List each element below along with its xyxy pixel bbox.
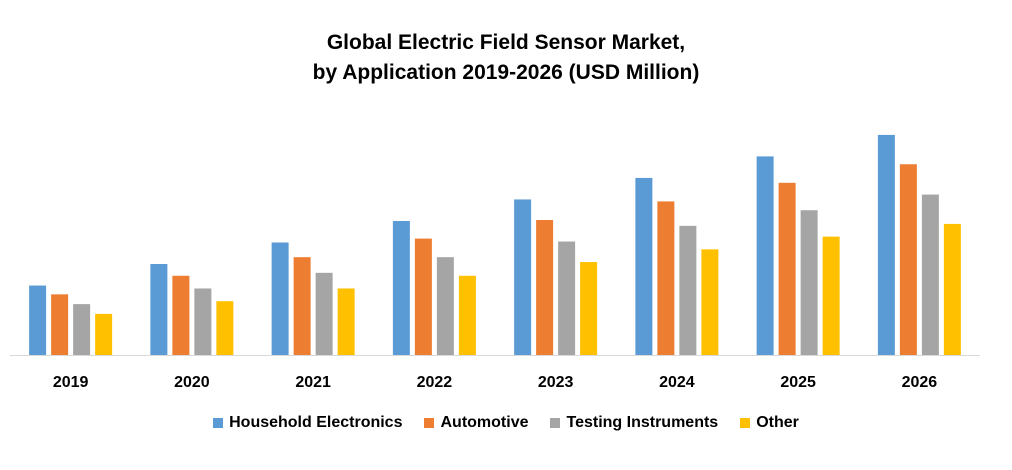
legend-label: Other [756, 414, 799, 431]
bar-automotive-2026 [899, 164, 917, 355]
bar-household-electronics-2023 [514, 199, 532, 355]
bar-other-2020 [216, 301, 234, 355]
bar-testing-instruments-2024 [679, 225, 697, 355]
legend-label: Automotive [440, 414, 529, 431]
bar-other-2024 [701, 249, 719, 355]
bar-household-electronics-2022 [392, 220, 410, 355]
bar-other-2022 [458, 275, 476, 355]
bar-automotive-2021 [293, 257, 311, 355]
bar-household-electronics-2021 [271, 242, 289, 355]
chart-title-line2: by Application 2019-2026 (USD Million) [312, 61, 700, 84]
legend-label: Testing Instruments [566, 414, 719, 431]
bar-testing-instruments-2020 [194, 288, 212, 355]
x-tick-label-2025: 2025 [780, 374, 816, 391]
legend-item-testing-instruments: Testing Instruments [550, 414, 718, 432]
bar-testing-instruments-2019 [73, 304, 91, 355]
chart-title: Global Electric Field Sensor Market, by … [0, 28, 1012, 88]
legend-swatch [424, 418, 435, 428]
x-tick-label-2019: 2019 [53, 374, 89, 391]
legend: Household Electronics Automotive Testing I… [0, 414, 1012, 432]
bar-testing-instruments-2021 [315, 272, 333, 355]
x-tick-label-2020: 2020 [174, 374, 210, 391]
bar-household-electronics-2020 [150, 264, 168, 355]
legend-item-automotive: Automotive [424, 414, 528, 432]
bar-household-electronics-2026 [877, 134, 895, 355]
legend-swatch [213, 418, 224, 428]
bar-testing-instruments-2025 [800, 210, 818, 355]
bar-automotive-2023 [536, 220, 554, 355]
bar-household-electronics-2019 [29, 285, 47, 355]
x-tick-label-2024: 2024 [659, 374, 695, 391]
bar-household-electronics-2024 [635, 177, 653, 355]
bar-automotive-2022 [414, 238, 432, 355]
bar-other-2021 [337, 288, 355, 355]
bar-household-electronics-2025 [756, 156, 774, 355]
legend-label: Household Electronics [229, 414, 403, 431]
bar-testing-instruments-2026 [921, 194, 939, 355]
legend-swatch [550, 418, 561, 428]
legend-item-other: Other [740, 414, 799, 432]
bar-testing-instruments-2022 [436, 257, 454, 355]
bar-other-2026 [943, 223, 961, 355]
legend-swatch [740, 418, 751, 428]
bar-other-2025 [822, 236, 840, 355]
bar-other-2023 [580, 262, 598, 355]
legend-item-household-electronics: Household Electronics [213, 414, 402, 432]
x-tick-label-2021: 2021 [295, 374, 331, 391]
chart-title-line1: Global Electric Field Sensor Market, [326, 31, 686, 54]
bar-other-2019 [95, 313, 113, 355]
x-tick-label-2026: 2026 [902, 374, 938, 391]
bar-automotive-2019 [51, 294, 69, 355]
bar-automotive-2024 [657, 201, 675, 355]
bar-testing-instruments-2023 [558, 241, 576, 355]
bar-automotive-2025 [778, 182, 796, 355]
bar-automotive-2020 [172, 275, 190, 355]
x-tick-label-2023: 2023 [538, 374, 574, 391]
x-tick-label-2022: 2022 [417, 374, 453, 391]
